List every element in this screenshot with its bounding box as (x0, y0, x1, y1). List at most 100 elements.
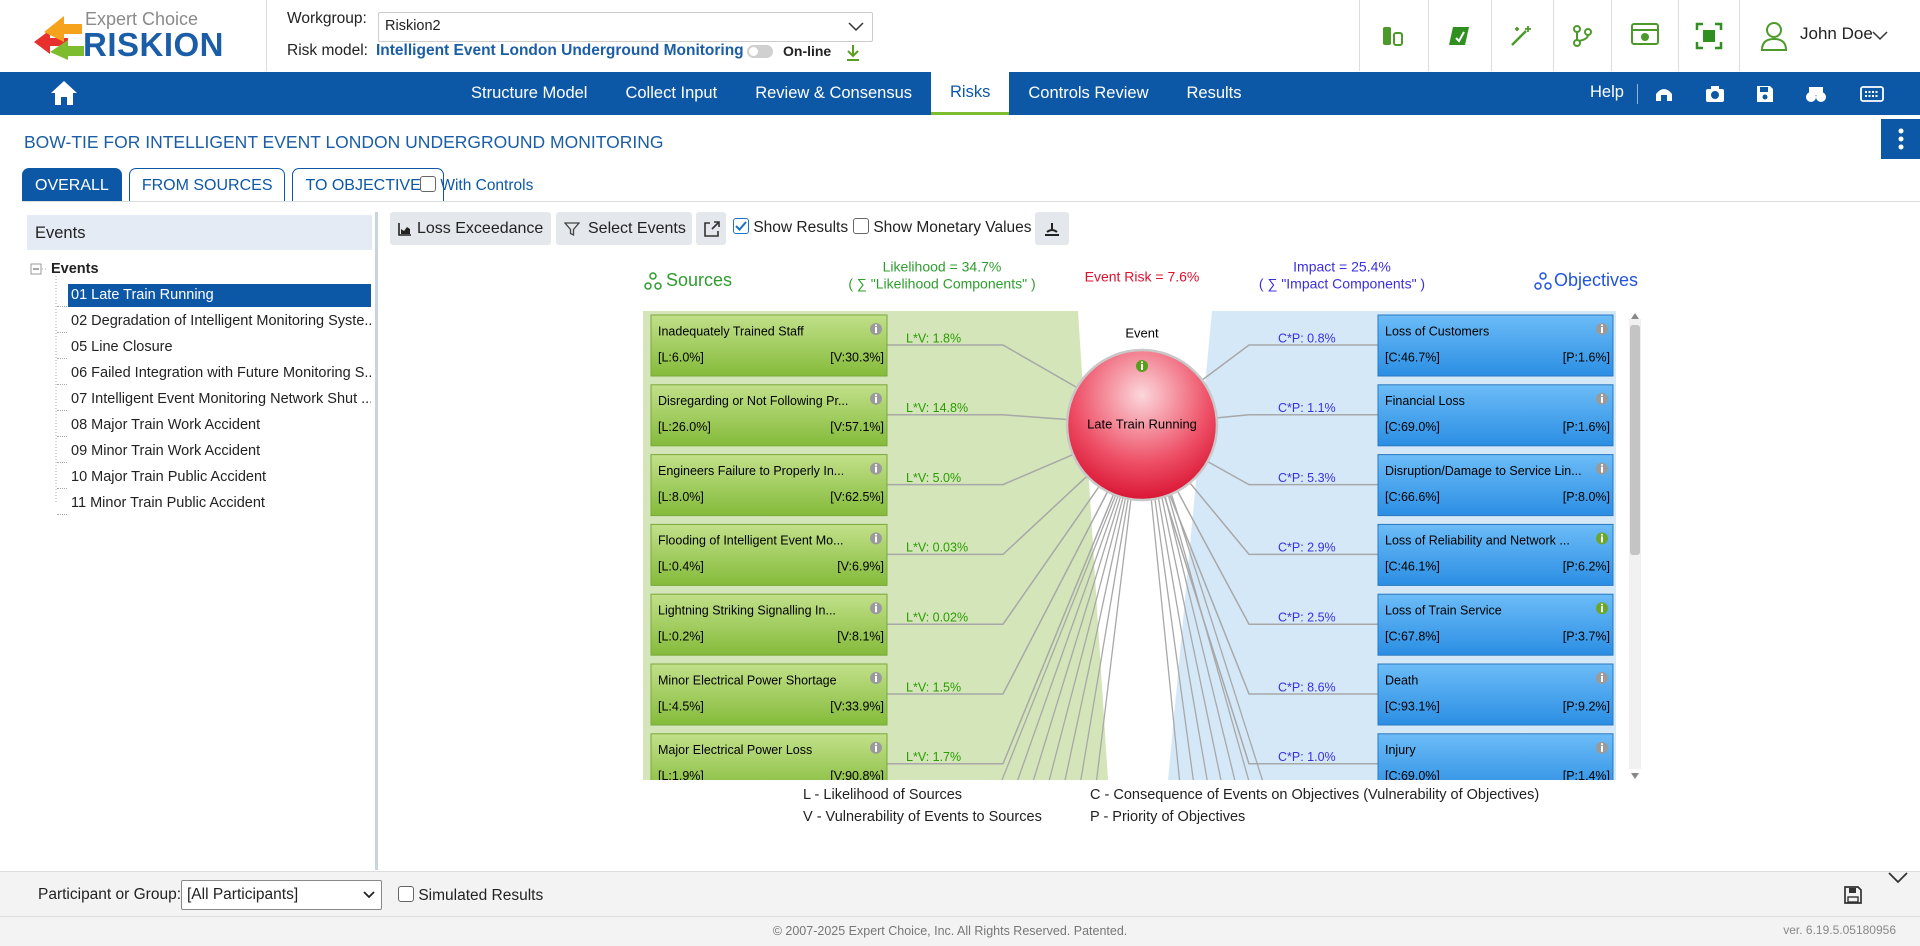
keyboard-icon[interactable] (1860, 85, 1884, 103)
show-results[interactable]: Show Results (733, 218, 848, 237)
export-button[interactable] (696, 212, 726, 245)
info-icon[interactable] (1596, 532, 1608, 545)
objective-box[interactable] (1377, 314, 1614, 377)
view-tab[interactable]: TO OBJECTIVES (292, 168, 445, 202)
simulated-results[interactable]: Simulated Results (398, 886, 543, 905)
event-item[interactable]: 10 Major Train Public Accident (71, 469, 267, 485)
info-icon[interactable] (1596, 462, 1608, 475)
info-icon[interactable] (1596, 672, 1608, 684)
camera-icon[interactable] (1705, 84, 1725, 104)
connector (1154, 498, 1194, 780)
online-toggle[interactable] (747, 45, 773, 58)
nav-item[interactable]: Risks (931, 72, 1010, 115)
source-box[interactable] (650, 663, 888, 726)
info-icon[interactable] (1136, 360, 1148, 372)
info-icon[interactable] (1596, 602, 1608, 615)
view-tabs: OVERALL FROM SOURCES TO OBJECTIVES (22, 168, 445, 202)
event-item[interactable]: 05 Line Closure (71, 339, 173, 355)
objective-box[interactable] (1377, 523, 1614, 586)
event-name: Late Train Running (1087, 416, 1197, 431)
participant-value: [All Participants] (187, 886, 299, 903)
view-tab[interactable]: OVERALL (22, 168, 122, 202)
tool-icon[interactable] (1447, 24, 1473, 48)
info-icon[interactable] (870, 392, 882, 405)
event-node[interactable] (1065, 348, 1219, 502)
objective-box[interactable] (1377, 384, 1614, 447)
event-label: Event (1125, 325, 1159, 340)
event-item[interactable]: 09 Minor Train Work Accident (71, 443, 261, 459)
objective-box[interactable] (1377, 593, 1614, 656)
header-divider (1491, 0, 1492, 71)
objective-box[interactable] (1377, 454, 1614, 517)
nav-item[interactable]: Collect Input (625, 84, 718, 102)
info-icon[interactable] (870, 323, 882, 335)
nav-item[interactable]: Review & Consensus (755, 84, 913, 102)
info-icon[interactable] (1596, 741, 1608, 754)
nav-item[interactable]: Results (1186, 84, 1242, 102)
participant-select[interactable]: [All Participants] (181, 880, 382, 910)
event-item[interactable]: 08 Major Train Work Accident (71, 417, 261, 433)
source-box[interactable] (650, 593, 888, 656)
bow-tie-diagram: Sources Likelihood = 34.7%( ∑ "Likelihood… (643, 259, 1641, 785)
event-item[interactable]: 07 Intelligent Event Monitoring Network … (71, 391, 371, 407)
download-icon[interactable] (845, 44, 861, 62)
connector (1017, 495, 1119, 780)
info-icon[interactable] (870, 672, 882, 684)
info-icon[interactable] (870, 741, 882, 754)
info-icon[interactable] (1596, 392, 1608, 405)
home-icon[interactable] (48, 79, 80, 107)
info-icon[interactable] (870, 532, 882, 545)
info-icon[interactable] (870, 462, 882, 475)
source-box[interactable] (650, 733, 888, 785)
side-menu-button[interactable] (1881, 119, 1920, 159)
info-icon[interactable] (1596, 323, 1608, 335)
nav-item[interactable]: Controls Review (1028, 84, 1149, 102)
footer-save-icon[interactable] (1843, 885, 1863, 905)
tab-line (22, 201, 1920, 202)
nav-item[interactable]: Structure Model (471, 84, 588, 102)
select-events-button[interactable]: Select Events (556, 212, 692, 245)
nav-icon[interactable] (1654, 84, 1674, 104)
scroll-thumb[interactable] (1630, 325, 1640, 555)
objective-box[interactable] (1377, 663, 1614, 726)
event-item[interactable]: 02 Degradation of Intelligent Monitoring… (71, 313, 371, 329)
source-vulnerability: [V:33.9%] (830, 699, 884, 713)
tool-icon[interactable] (1570, 24, 1596, 48)
collapse-icon[interactable] (1888, 872, 1908, 884)
info-icon[interactable] (870, 602, 882, 615)
workgroup-select[interactable]: Riskion2 (378, 12, 873, 42)
save-icon[interactable] (1755, 84, 1775, 104)
help-link[interactable]: Help (1590, 83, 1624, 101)
event-item[interactable]: 06 Failed Integration with Future Monito… (71, 365, 371, 381)
source-box[interactable] (650, 384, 888, 447)
tool-icon[interactable] (1509, 24, 1535, 48)
view-tab[interactable]: FROM SOURCES (128, 168, 286, 202)
scroll-down[interactable] (1631, 773, 1639, 779)
tool-icon[interactable] (1630, 22, 1660, 48)
user-name[interactable]: John Doe (1800, 24, 1873, 43)
user-icon[interactable] (1760, 21, 1788, 51)
tool-icon[interactable] (1380, 24, 1406, 48)
loss-exceedance-button[interactable]: Loss Exceedance (390, 212, 551, 245)
lv-value: L*V: 1.5% (906, 680, 961, 694)
info-glyph (875, 743, 877, 745)
objective-consequence: [C:69.0%] (1385, 420, 1440, 434)
event-item[interactable]: 11 Minor Train Public Accident (71, 495, 265, 511)
model-name[interactable]: Intelligent Event London Underground Mon… (376, 42, 744, 59)
settings-button[interactable] (1035, 212, 1069, 245)
source-box[interactable] (650, 454, 888, 517)
scroll-up[interactable] (1631, 313, 1639, 319)
search-icon[interactable] (1805, 84, 1827, 104)
objective-consequence: [C:67.8%] (1385, 629, 1440, 643)
tool-icon[interactable] (1695, 22, 1723, 50)
source-box[interactable] (650, 523, 888, 586)
source-name: Disregarding or Not Following Pr... (658, 394, 848, 408)
show-monetary[interactable]: Show Monetary Values (853, 218, 1032, 237)
objective-box[interactable] (1377, 733, 1614, 785)
info-glyph (1601, 745, 1603, 752)
with-controls[interactable]: With Controls (420, 176, 533, 195)
connector (1161, 497, 1222, 780)
source-box[interactable] (650, 314, 888, 377)
splitter[interactable] (375, 212, 378, 870)
event-item[interactable]: 01 Late Train Running (68, 284, 371, 307)
